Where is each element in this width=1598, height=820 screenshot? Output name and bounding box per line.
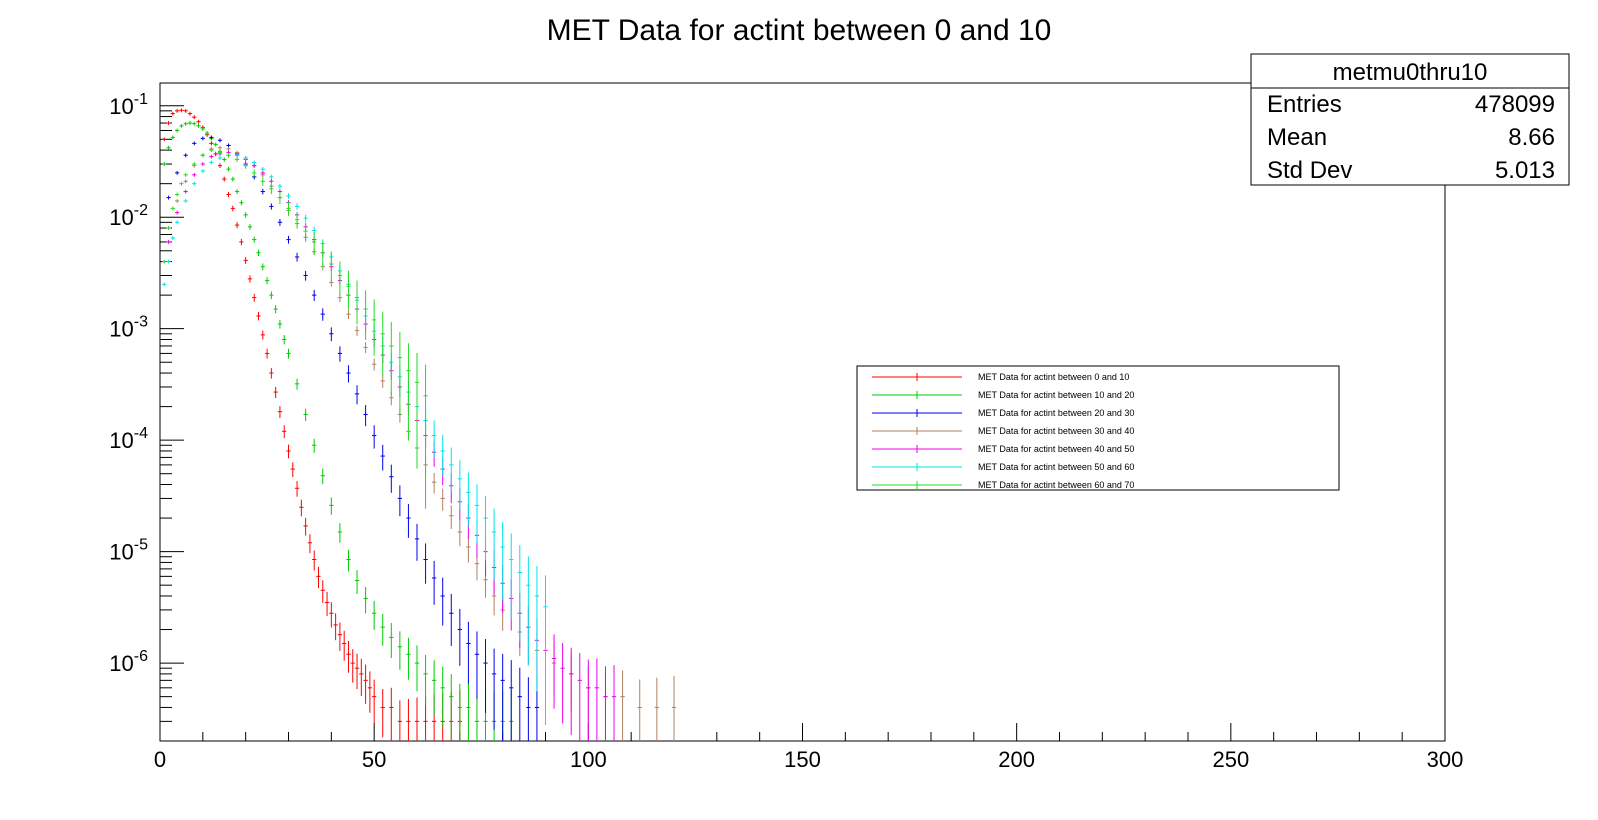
stats-mean-label: Mean xyxy=(1267,124,1327,151)
stats-box-title: metmu0thru10 xyxy=(1333,59,1488,86)
series-1 xyxy=(162,121,514,741)
y-axis: 10-1 10-2 10-3 10-4 10-5 10-6 xyxy=(109,91,184,742)
stats-box: metmu0thru10 Entries 478099 Mean 8.66 St… xyxy=(1250,53,1570,186)
legend-label: MET Data for actint between 50 and 60 xyxy=(978,462,1134,472)
y-tick-label: 10-6 xyxy=(109,648,148,676)
series-layer xyxy=(162,108,677,741)
x-tick-label: 250 xyxy=(1212,747,1249,772)
stats-entries-value: 478099 xyxy=(1475,91,1555,118)
stats-mean-value: 8.66 xyxy=(1508,124,1555,151)
legend-label: MET Data for actint between 40 and 50 xyxy=(978,444,1134,454)
legend: MET Data for actint between 0 and 10 MET … xyxy=(856,365,1340,491)
series-5 xyxy=(162,153,548,726)
y-tick-label: 10-1 xyxy=(109,91,148,119)
legend-label: MET Data for actint between 60 and 70 xyxy=(978,480,1134,490)
legend-label: MET Data for actint between 20 and 30 xyxy=(978,408,1134,418)
x-tick-label: 0 xyxy=(154,747,166,772)
stats-entries-label: Entries xyxy=(1267,91,1342,118)
x-tick-label: 50 xyxy=(362,747,386,772)
x-tick-label: 200 xyxy=(998,747,1035,772)
legend-frame xyxy=(856,365,1340,491)
y-tick-label: 10-5 xyxy=(109,537,148,565)
series-6 xyxy=(162,148,428,509)
x-tick-label: 150 xyxy=(784,747,821,772)
stats-stddev-value: 5.013 xyxy=(1495,157,1555,184)
stats-stddev-label: Std Dev xyxy=(1267,157,1352,184)
y-tick-label: 10-3 xyxy=(109,314,148,342)
y-tick-label: 10-4 xyxy=(109,425,148,453)
legend-label: MET Data for actint between 10 and 20 xyxy=(978,390,1134,400)
x-tick-label: 300 xyxy=(1427,747,1464,772)
legend-label: MET Data for actint between 30 and 40 xyxy=(978,426,1134,436)
x-axis: 0 50 100 150 200 250 300 xyxy=(154,723,1463,772)
legend-label: MET Data for actint between 0 and 10 xyxy=(978,372,1129,382)
y-tick-label: 10-2 xyxy=(109,202,148,230)
series-3 xyxy=(166,145,677,741)
x-tick-label: 100 xyxy=(570,747,607,772)
chart-title: MET Data for actint between 0 and 10 xyxy=(547,14,1052,47)
